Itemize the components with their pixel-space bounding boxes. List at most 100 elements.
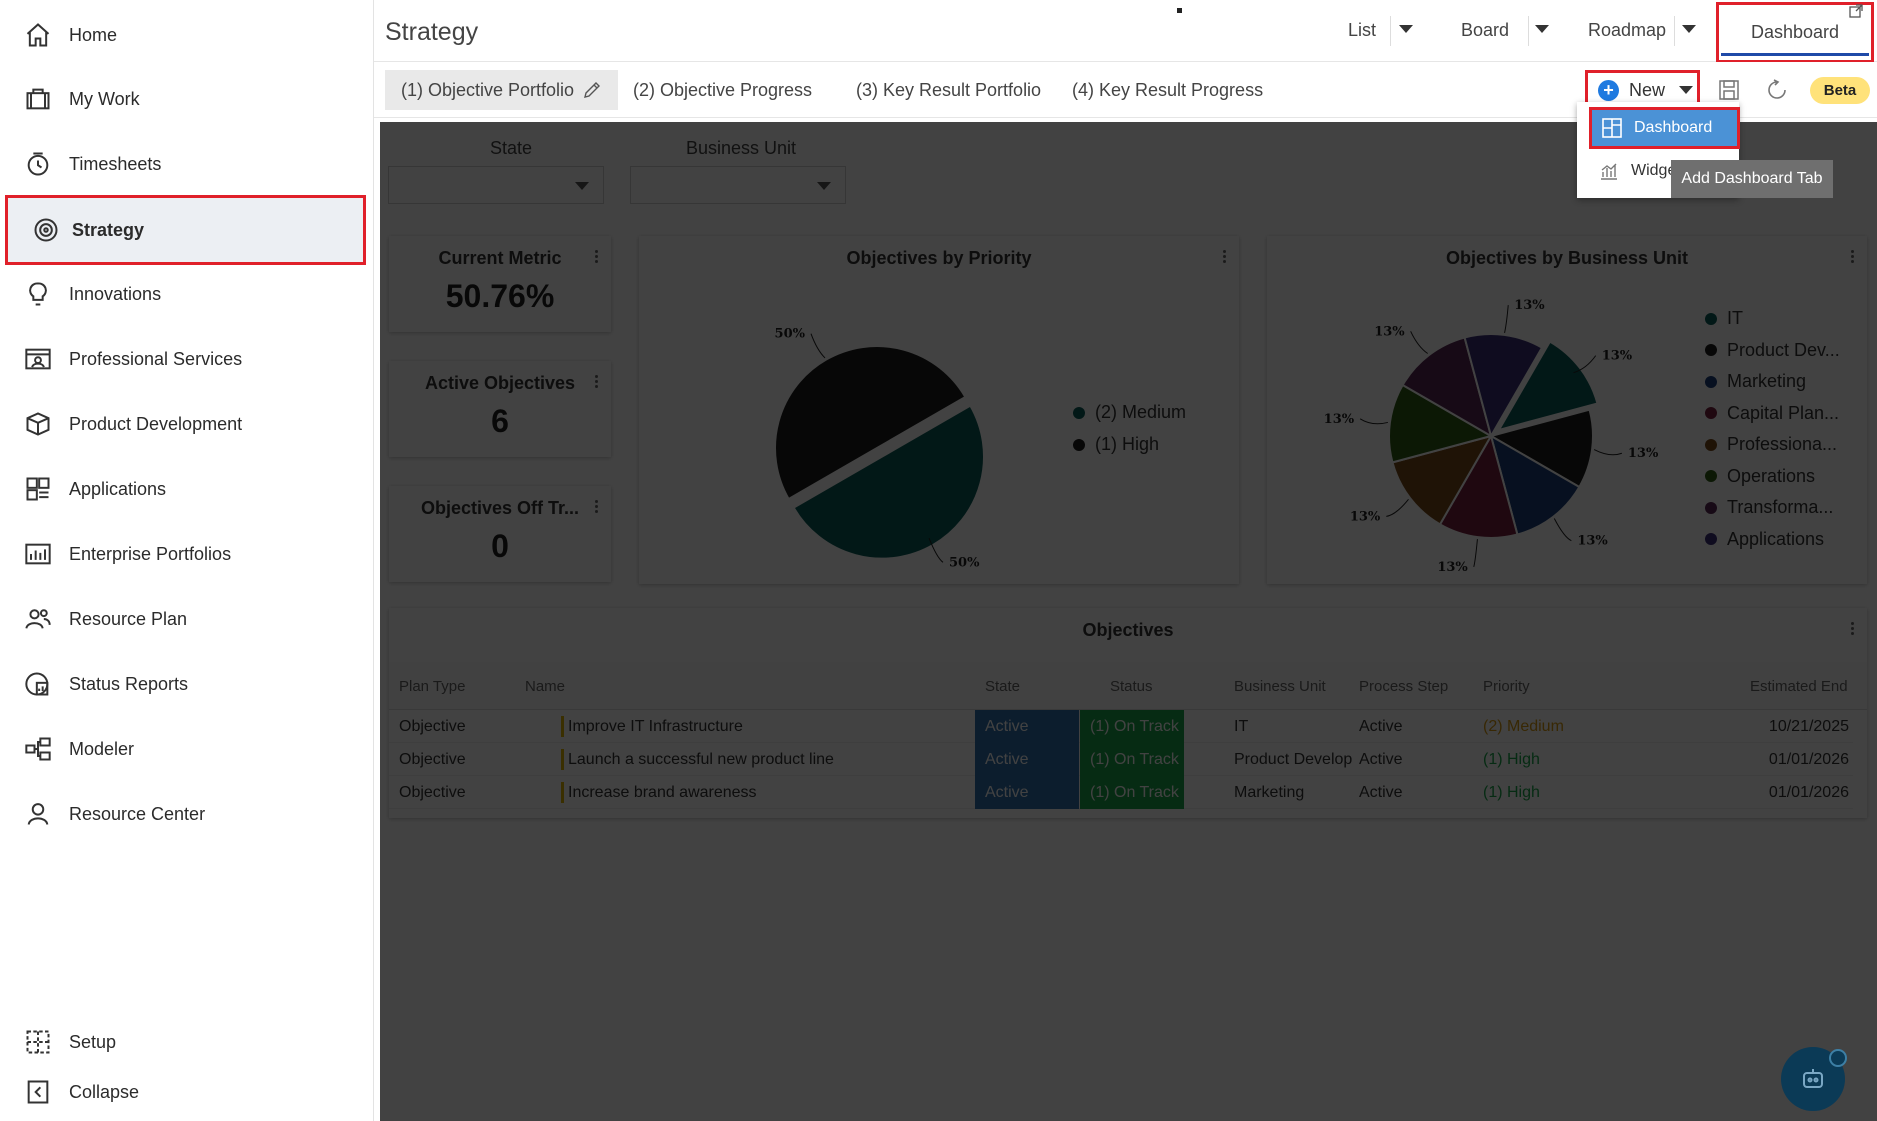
column-header[interactable]: Priority [1483, 678, 1530, 695]
table-cell-plan-type: Objective [399, 784, 466, 801]
divider [1390, 16, 1391, 46]
box-icon [24, 410, 52, 438]
tab-objective-portfolio[interactable]: (1) Objective Portfolio [385, 70, 619, 110]
sidebar-item-product-development[interactable]: Product Development [0, 395, 374, 453]
column-header[interactable]: Name [525, 678, 566, 695]
pie-data-label: 13% [1350, 509, 1381, 524]
metric-card-active-objectives: Active Objectives 6 [389, 361, 611, 457]
sidebar-item-setup[interactable]: Setup [0, 1013, 374, 1071]
table-header: Plan Type Name State Status Business Uni… [389, 662, 1867, 710]
pie-data-label: 50% [949, 555, 980, 570]
legend-item[interactable]: Transforma... [1705, 497, 1833, 518]
legend-item-medium[interactable]: (2) Medium [1073, 402, 1186, 423]
column-header[interactable]: State [985, 678, 1021, 695]
sidebar-item-timesheets[interactable]: Timesheets [0, 135, 374, 193]
tab-key-result-portfolio[interactable]: (3) Key Result Portfolio [840, 70, 1057, 110]
legend-swatch [1073, 406, 1085, 419]
lightbulb-icon [24, 280, 52, 308]
list-dropdown-icon[interactable] [1399, 25, 1413, 33]
sidebar-item-modeler[interactable]: Modeler [0, 720, 374, 778]
legend-item[interactable]: Professiona... [1705, 434, 1837, 455]
beta-badge[interactable]: Beta [1810, 77, 1870, 104]
view-roadmap-button[interactable]: Roadmap [1588, 20, 1667, 40]
sidebar-item-label: Resource Center [69, 803, 206, 824]
more-icon[interactable] [593, 373, 599, 393]
sidebar-item-label: Resource Plan [69, 608, 188, 629]
flow-icon [24, 735, 52, 763]
sidebar-item-home[interactable]: Home [0, 6, 374, 64]
column-header[interactable]: Plan Type [399, 678, 466, 695]
plus-icon: + [1598, 79, 1619, 101]
report-icon [24, 670, 52, 698]
more-icon[interactable] [593, 498, 599, 518]
pie-data-label: 13% [1602, 349, 1633, 364]
table-row[interactable]: Objective Improve IT Infrastructure Active… [389, 710, 1853, 743]
table-row[interactable]: Objective Increase brand awareness Active (… [389, 776, 1853, 809]
edit-icon[interactable] [582, 80, 602, 100]
tab-label: (4) Key Result Progress [1072, 79, 1264, 100]
metric-title: Objectives Off Tr... [420, 498, 580, 518]
menu-item-dashboard[interactable]: Dashboard [1589, 107, 1740, 149]
view-list-button[interactable]: List [1348, 20, 1377, 40]
grid-icon [24, 475, 52, 503]
tab-key-result-progress[interactable]: (4) Key Result Progress [1056, 70, 1279, 110]
table-row[interactable]: Objective Launch a successful new product… [389, 743, 1853, 776]
legend-item[interactable]: Operations [1705, 466, 1815, 487]
save-icon[interactable] [1718, 79, 1740, 101]
legend-item[interactable]: IT [1705, 308, 1743, 329]
sidebar-item-resource-center[interactable]: Resource Center [0, 785, 374, 843]
header: Strategy List Board Roadmap [374, 0, 1877, 62]
pie-data-label: 13% [1628, 446, 1659, 461]
legend-swatch [1705, 344, 1717, 356]
table-title: Objectives [1082, 620, 1174, 640]
column-header[interactable]: Status [1110, 678, 1153, 695]
assistant-fab-button[interactable] [1781, 1047, 1847, 1111]
sidebar-item-strategy[interactable]: Strategy [5, 195, 366, 265]
more-icon[interactable] [1849, 620, 1855, 640]
legend-item-high[interactable]: (1) High [1073, 434, 1159, 455]
person-icon [24, 800, 52, 828]
more-icon[interactable] [1849, 248, 1855, 268]
table-cell-process-step: Active [1359, 718, 1403, 735]
active-underline [1721, 53, 1869, 56]
sidebar-item-status-reports[interactable]: Status Reports [0, 655, 374, 713]
sidebar-item-my-work[interactable]: My Work [0, 70, 374, 128]
sidebar-item-enterprise-portfolios[interactable]: Enterprise Portfolios [0, 525, 374, 583]
board-dropdown-icon[interactable] [1535, 25, 1549, 33]
view-board-button[interactable]: Board [1461, 20, 1510, 40]
sidebar-item-collapse[interactable]: Collapse [0, 1063, 374, 1121]
legend-item[interactable]: Marketing [1705, 371, 1806, 392]
view-dashboard-button[interactable]: Dashboard [1716, 2, 1874, 63]
column-header[interactable]: Business Unit [1234, 678, 1326, 695]
legend-item[interactable]: Applications [1705, 529, 1824, 550]
column-header[interactable]: Estimated End [1750, 678, 1848, 695]
roadmap-dropdown-icon[interactable] [1682, 25, 1696, 33]
business-unit-filter-select[interactable] [630, 166, 846, 204]
tab-label: (3) Key Result Portfolio [856, 79, 1042, 100]
collapse-icon [24, 1078, 52, 1106]
sidebar-item-resource-plan[interactable]: Resource Plan [0, 590, 374, 648]
more-icon[interactable] [1221, 248, 1227, 268]
state-filter-select[interactable] [388, 166, 604, 204]
legend-label: Capital Plan... [1727, 402, 1840, 423]
legend-item[interactable]: Capital Plan... [1705, 403, 1839, 424]
sidebar-item-label: Professional Services [69, 348, 243, 369]
metric-value: 6 [491, 403, 509, 439]
clock-icon [24, 150, 52, 178]
more-icon[interactable] [593, 248, 599, 268]
page-title: Strategy [385, 18, 479, 46]
sidebar-item-applications[interactable]: Applications [0, 460, 374, 518]
menu-item-widget[interactable]: Widget [1589, 152, 1734, 190]
legend-item[interactable]: Product Dev... [1705, 340, 1840, 361]
sidebar-item-innovations[interactable]: Innovations [0, 265, 374, 323]
table-cell-status: (1) On Track [1090, 784, 1179, 801]
refresh-icon[interactable] [1765, 78, 1789, 102]
sidebar-item-professional-services[interactable]: Professional Services [0, 330, 374, 388]
column-header[interactable]: Process Step [1359, 678, 1449, 695]
tab-objective-progress[interactable]: (2) Objective Progress [617, 70, 828, 110]
pie-data-label: 13% [1437, 560, 1468, 575]
sidebar-item-label: Status Reports [69, 673, 189, 694]
expand-icon[interactable] [1849, 4, 1863, 18]
chart-title: Objectives by Priority [846, 248, 1032, 268]
chevron-down-icon [575, 182, 589, 190]
